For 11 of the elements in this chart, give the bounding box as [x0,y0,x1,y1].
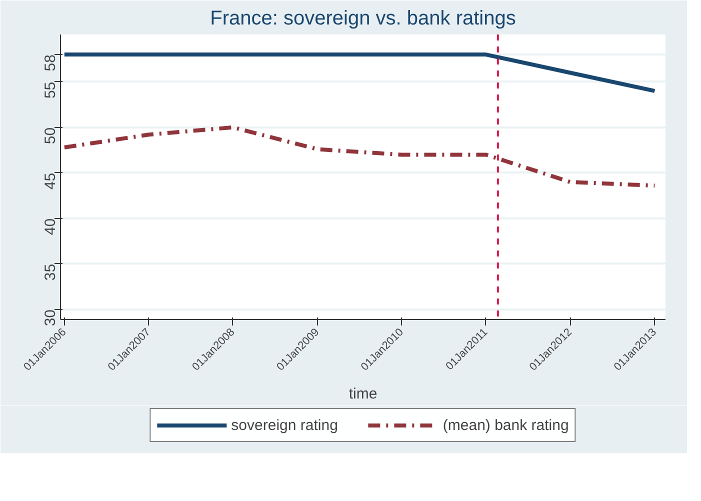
y-tick-label: 35 [42,264,59,281]
legend-label: (mean) bank rating [442,416,569,434]
y-tick-label: 45 [42,172,59,190]
y-tick-label: 40 [42,218,59,236]
y-tick-label: 50 [42,127,59,144]
y-tick-label: 55 [42,82,59,99]
y-tick-label: 30 [42,309,59,326]
y-tick-label: 58 [42,54,59,72]
x-axis-title: time [348,385,378,402]
legend-label: sovereign rating [231,416,338,434]
chart-title: France: sovereign vs. bank ratings [210,8,516,30]
